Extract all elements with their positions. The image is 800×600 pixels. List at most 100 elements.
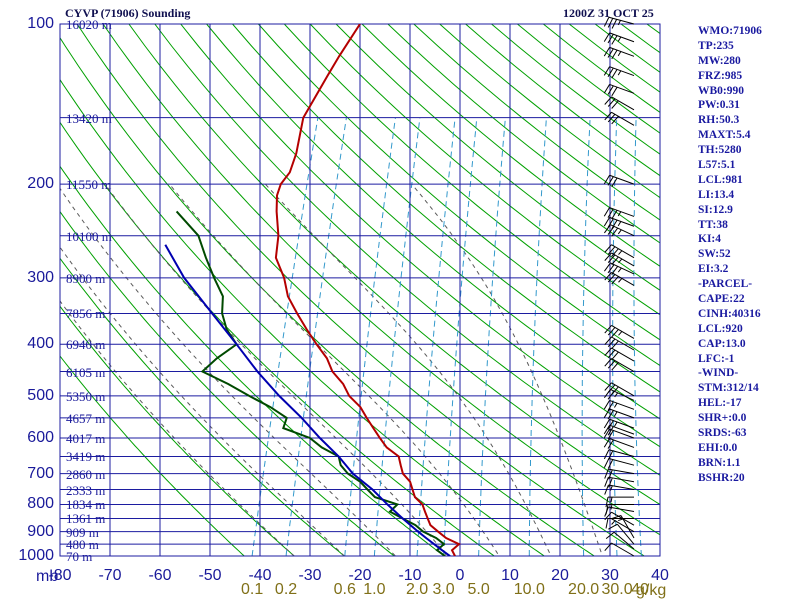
wind-barb-flag — [604, 252, 612, 261]
dry-adiabat — [128, 24, 660, 506]
stability-index: BRN:1.1 — [698, 456, 741, 469]
wind-barb-flag — [607, 430, 614, 440]
wind-barb-staff — [611, 111, 635, 126]
wind-barb — [603, 32, 635, 45]
wind-barb-staff — [609, 428, 635, 439]
temperature-tick-label: -20 — [348, 567, 372, 584]
height-label: 10100 m — [66, 228, 112, 244]
wind-barb-staff — [609, 66, 635, 77]
wind-barb-flag — [604, 542, 612, 551]
pressure-tick-label: 1000 — [18, 547, 54, 564]
wind-barb-staff — [608, 484, 635, 491]
wind-barb-flag — [607, 98, 616, 107]
temperature-tick-label: 30 — [601, 567, 619, 584]
temperature-trace — [274, 24, 461, 556]
wind-barb-flag — [604, 511, 612, 521]
pressure-tick-label: 100 — [27, 15, 54, 32]
height-label: 11550 m — [66, 177, 112, 193]
wind-barb-flag — [607, 338, 616, 347]
wind-barb-flag — [607, 85, 614, 95]
mixing-ratio-tick-label: 1.0 — [363, 581, 386, 598]
wind-barb — [603, 16, 635, 29]
wind-barb-flag — [603, 262, 611, 272]
wind-barb-half-flag — [617, 51, 622, 57]
wind-barb-half-flag — [610, 504, 613, 510]
pressure-tick-label: 200 — [27, 175, 54, 193]
temperature-tick-label: -50 — [198, 567, 222, 584]
height-label: 6105 m — [66, 364, 106, 380]
stability-index: SRDS:-63 — [698, 427, 747, 440]
pressure-tick-label: 400 — [27, 335, 54, 353]
wind-barb-flag — [604, 272, 612, 281]
wind-barb-half-flag — [610, 497, 613, 503]
wind-barb-flag — [603, 47, 610, 57]
moist-adiabat — [411, 183, 603, 556]
wind-barb-flag — [604, 477, 609, 487]
wind-barb-flag — [603, 17, 610, 27]
stability-index: LCL:981 — [698, 173, 743, 186]
mixing-ratio-tick-label: 5.0 — [467, 581, 490, 598]
wind-barb-half-flag — [617, 211, 622, 217]
wind-barb-flag — [607, 218, 614, 228]
mixing-ratio-line — [285, 117, 347, 556]
wind-barb-flag — [611, 177, 618, 187]
mixing-ratio-line — [443, 117, 478, 556]
moist-adiabat — [60, 246, 346, 556]
wind-barb-staff — [611, 244, 635, 259]
height-label: 2860 m — [66, 466, 106, 482]
wind-barb-half-flag — [617, 229, 622, 235]
wind-barb-flag — [605, 497, 609, 508]
height-label: 909 m — [66, 524, 99, 540]
wind-barb-staff — [608, 457, 635, 466]
wind-barb-staff — [608, 476, 635, 483]
dry-adiabat — [60, 36, 595, 556]
wind-barb-flag — [607, 264, 615, 274]
wind-barb — [605, 503, 634, 515]
wind-barb-flag — [611, 256, 619, 265]
wind-barb-staff — [611, 96, 635, 111]
wind-barb — [604, 542, 635, 557]
temperature-tick-label: -70 — [98, 567, 122, 584]
wind-barb — [603, 438, 635, 449]
mixing-ratio-tick-label: 40 — [631, 581, 649, 598]
stability-index: L57:5.1 — [698, 159, 736, 172]
wind-barb-staff — [616, 523, 635, 545]
wind-barb-flag — [611, 49, 618, 60]
wind-barb-staff — [609, 207, 635, 217]
wind-barb — [608, 523, 635, 545]
wind-barb-flag — [603, 174, 610, 185]
mixing-ratio-line — [416, 117, 456, 556]
stability-index: CAPE:22 — [698, 293, 745, 306]
wind-barb-staff — [609, 83, 635, 94]
wind-barb-flag — [604, 347, 612, 356]
wind-barb-staff — [611, 518, 635, 533]
wind-barb-flag — [603, 418, 610, 429]
wind-barb-flag — [605, 518, 609, 529]
wind-barb-flag — [603, 217, 610, 227]
wind-barb-flag — [611, 35, 618, 45]
wind-barb — [605, 517, 634, 529]
mixing-ratio-line — [344, 117, 396, 556]
wind-barb-flag — [607, 33, 614, 44]
wind-barb-flag — [607, 450, 614, 461]
wind-barb — [605, 496, 634, 508]
stability-index: -WIND- — [698, 367, 739, 380]
stability-index: LFC:-1 — [698, 352, 735, 365]
mixing-ratio-tick-label: 20.0 — [568, 581, 600, 598]
wind-barb-flag — [608, 477, 613, 488]
stability-index: -PARCEL- — [698, 278, 753, 291]
moist-adiabat — [169, 183, 500, 556]
wind-barb-flag — [611, 351, 619, 360]
wind-barb-staff — [609, 46, 635, 57]
wind-barb-half-flag — [618, 250, 623, 255]
mixing-ratio-line — [251, 117, 319, 556]
wind-barb — [604, 96, 635, 111]
wind-barb-flag — [607, 113, 616, 123]
wind-barb-flag — [608, 469, 613, 480]
wind-barb-flag — [611, 100, 619, 109]
temperature-tick-label: -40 — [248, 567, 272, 584]
stability-index: EHI:0.0 — [698, 441, 738, 454]
stability-index: EI:3.2 — [698, 263, 729, 276]
wind-barb-flag — [611, 386, 619, 395]
